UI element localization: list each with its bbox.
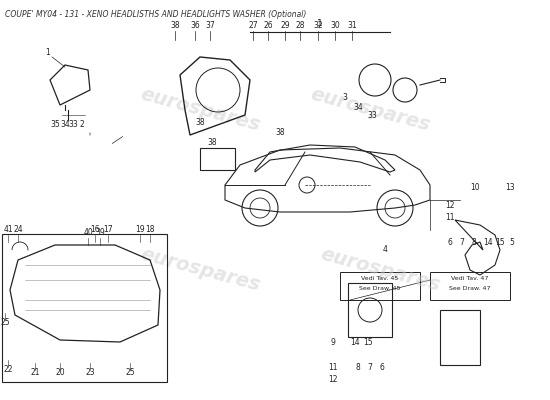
Text: eurospares: eurospares [138, 85, 262, 135]
Text: 13: 13 [505, 183, 515, 192]
Text: 40: 40 [83, 228, 93, 237]
Text: 9: 9 [331, 338, 336, 347]
Text: eurospares: eurospares [138, 245, 262, 295]
Text: 23: 23 [85, 368, 95, 377]
Text: 11: 11 [328, 363, 338, 372]
Text: 38: 38 [195, 118, 205, 127]
Text: 19: 19 [135, 225, 145, 234]
Text: 25: 25 [125, 368, 135, 377]
Text: 38: 38 [275, 128, 285, 137]
Text: 31: 31 [347, 21, 357, 30]
Text: 37: 37 [205, 21, 215, 30]
Text: 3: 3 [343, 93, 348, 102]
Text: 39: 39 [95, 228, 105, 237]
Text: 33: 33 [68, 120, 78, 129]
Text: See Draw. 47: See Draw. 47 [449, 286, 491, 291]
Text: 1: 1 [317, 19, 323, 28]
Text: 12: 12 [446, 201, 455, 210]
Text: 4: 4 [383, 245, 387, 254]
Text: COUPE' MY04 - 131 - XENO HEADLISTHS AND HEADLIGHTS WASHER (Optional): COUPE' MY04 - 131 - XENO HEADLISTHS AND … [5, 10, 306, 19]
Text: 25: 25 [0, 318, 10, 327]
Text: 8: 8 [356, 363, 360, 372]
Text: 8: 8 [472, 238, 476, 247]
Text: 6: 6 [448, 238, 453, 247]
Text: 30: 30 [330, 21, 340, 30]
Text: 38: 38 [170, 21, 180, 30]
Text: 28: 28 [295, 21, 305, 30]
Text: 12: 12 [328, 375, 338, 384]
Text: 7: 7 [460, 238, 464, 247]
Text: 6: 6 [379, 363, 384, 372]
Text: 17: 17 [103, 225, 113, 234]
Text: 41: 41 [3, 225, 13, 234]
Text: 14: 14 [350, 338, 360, 347]
Text: 34: 34 [60, 120, 70, 129]
Text: 11: 11 [446, 213, 455, 222]
Text: 22: 22 [3, 365, 13, 374]
Text: 29: 29 [280, 21, 290, 30]
Text: 1: 1 [46, 48, 51, 57]
Text: 26: 26 [263, 21, 273, 30]
Text: 24: 24 [13, 225, 23, 234]
Text: 36: 36 [190, 21, 200, 30]
Text: 16: 16 [90, 225, 100, 234]
Text: 18: 18 [145, 225, 155, 234]
Text: 2: 2 [80, 120, 84, 129]
Text: See Draw. 45: See Draw. 45 [359, 286, 401, 291]
Text: eurospares: eurospares [308, 85, 432, 135]
Text: 33: 33 [367, 111, 377, 120]
Text: 35: 35 [50, 120, 60, 129]
Text: 38: 38 [207, 138, 217, 147]
Text: 27: 27 [248, 21, 258, 30]
Text: Vedi Tav. 47: Vedi Tav. 47 [452, 276, 489, 281]
Text: 15: 15 [495, 238, 505, 247]
Text: 34: 34 [353, 103, 363, 112]
Text: 7: 7 [367, 363, 372, 372]
Text: eurospares: eurospares [318, 245, 442, 295]
Text: 14: 14 [483, 238, 493, 247]
Text: 10: 10 [470, 183, 480, 192]
Text: 5: 5 [509, 238, 514, 247]
Text: 21: 21 [30, 368, 40, 377]
Text: 20: 20 [55, 368, 65, 377]
Text: 32: 32 [313, 21, 323, 30]
Text: Vedi Tav. 45: Vedi Tav. 45 [361, 276, 399, 281]
Text: 15: 15 [363, 338, 373, 347]
